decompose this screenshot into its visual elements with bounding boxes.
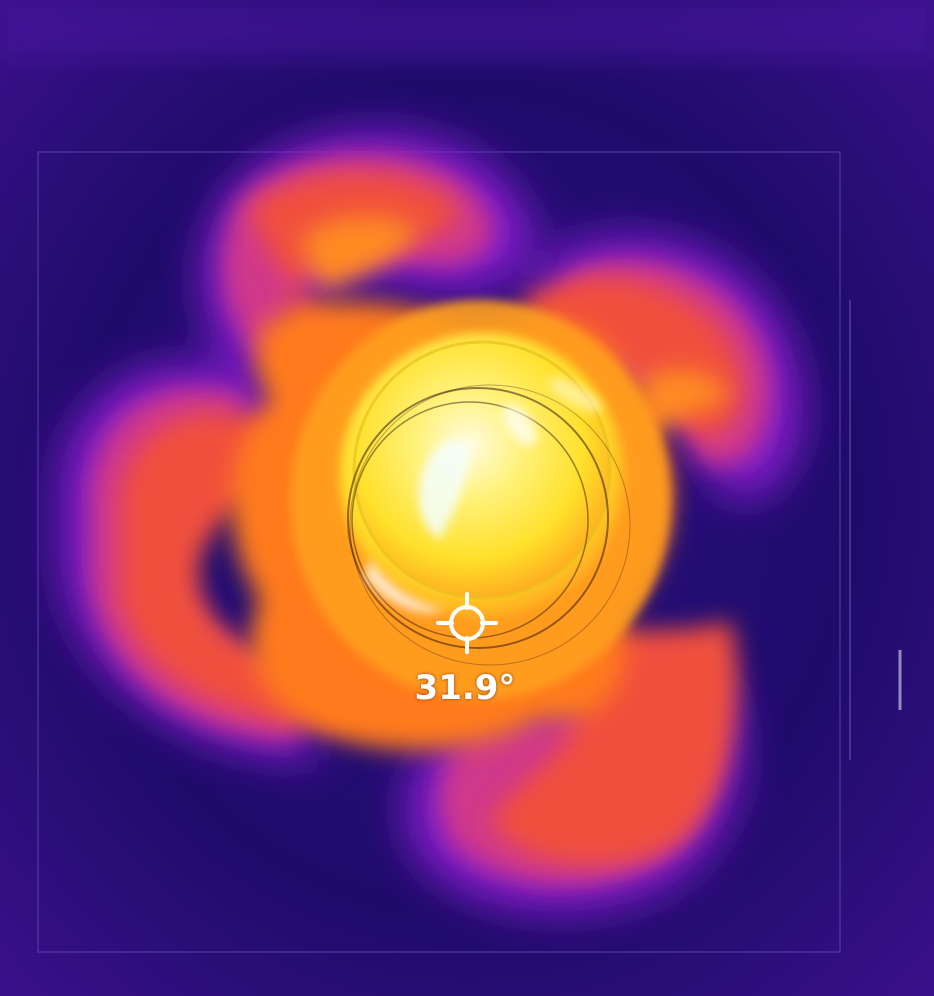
- spot-temperature-readout: 31.9°: [414, 668, 516, 708]
- hot-core: [340, 333, 631, 666]
- specular-highlight: [418, 440, 470, 540]
- crosshair-icon[interactable]: [436, 592, 498, 654]
- lens-ring-outer: [347, 387, 609, 649]
